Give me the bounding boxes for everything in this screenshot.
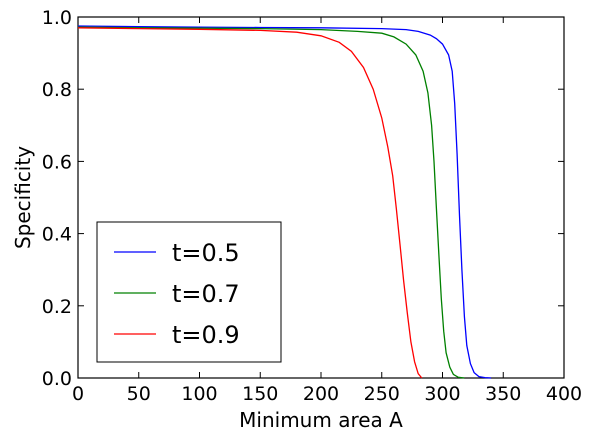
x-tick-label: 50 bbox=[127, 383, 151, 405]
x-tick-label: 400 bbox=[546, 383, 582, 405]
x-tick-label: 200 bbox=[303, 383, 339, 405]
series-line-3 bbox=[77, 27, 423, 379]
y-axis-label: Specificity bbox=[11, 146, 35, 249]
legend-box bbox=[96, 221, 282, 363]
legend-label-3: t=0.9 bbox=[172, 321, 240, 349]
y-tick-label: 1.0 bbox=[42, 7, 72, 29]
x-tick-label: 100 bbox=[181, 383, 217, 405]
series-layer bbox=[77, 25, 492, 379]
series-line-2 bbox=[77, 26, 465, 379]
x-tick-label: 0 bbox=[72, 383, 84, 405]
y-tick-label: 0.8 bbox=[42, 79, 72, 101]
y-tick-label: 0.4 bbox=[42, 224, 72, 246]
legend-label-1: t=0.5 bbox=[172, 239, 240, 267]
legend: t=0.5 t=0.7 t=0.9 bbox=[96, 221, 282, 363]
y-tick-label: 0.0 bbox=[42, 368, 72, 390]
x-tick-label: 250 bbox=[364, 383, 400, 405]
legend-label-2: t=0.7 bbox=[172, 280, 240, 308]
x-tick-label: 300 bbox=[424, 383, 460, 405]
series-line-1 bbox=[77, 25, 492, 379]
y-tick-label: 0.6 bbox=[42, 151, 72, 173]
tick-layer: 0 50 100 150 200 250 300 350 400 0.0 0.2 0.4 0.6 0.8 1… bbox=[42, 7, 582, 405]
x-tick-label: 150 bbox=[242, 383, 278, 405]
x-tick-label: 350 bbox=[485, 383, 521, 405]
y-tick-label: 0.2 bbox=[42, 296, 72, 318]
x-axis-label: Minimum area A bbox=[239, 408, 403, 432]
